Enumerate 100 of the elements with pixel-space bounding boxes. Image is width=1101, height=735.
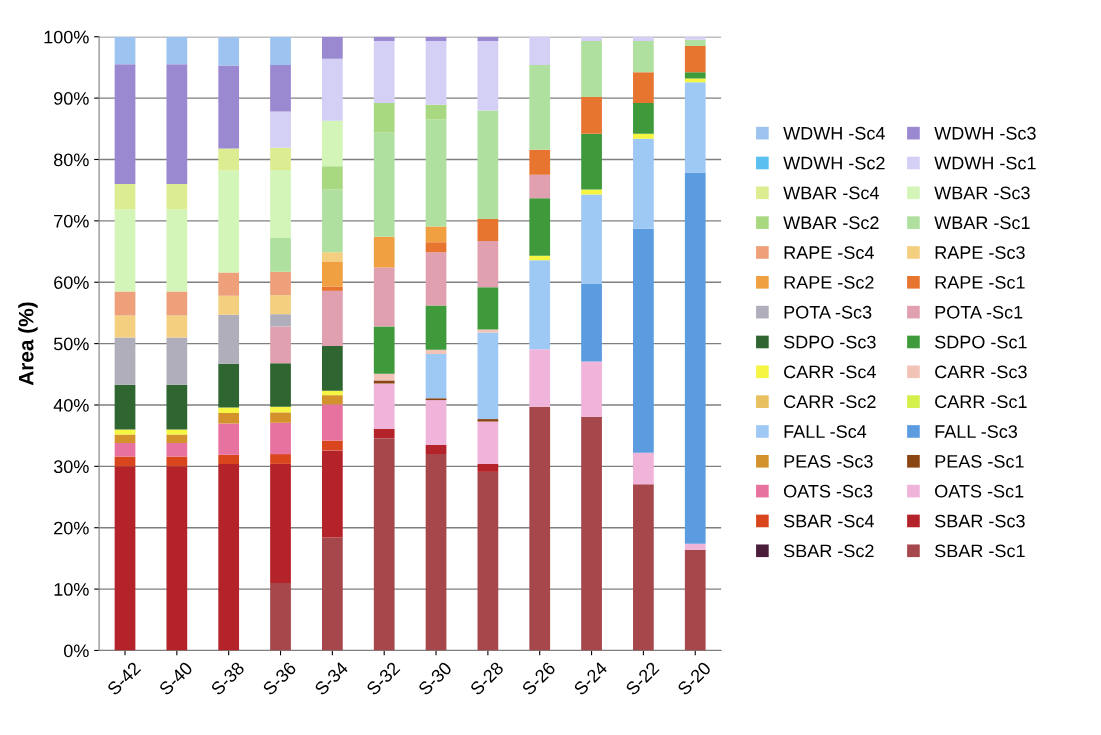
bar [114,64,136,185]
bar [166,209,188,292]
bar [218,170,240,273]
bar [270,326,291,364]
bar [218,423,240,455]
bar [477,219,499,242]
bar [218,463,240,651]
bar [218,37,240,66]
legend-label: WBAR -Sc2 [783,216,879,230]
bar [218,65,240,149]
bar [373,103,395,133]
bar [373,132,395,237]
bar [425,349,447,355]
bar [633,36,654,42]
bar [373,380,395,384]
bar [166,384,188,430]
bar [114,337,136,385]
y-tick-label: 100% [44,30,89,44]
bar [270,314,291,327]
bar [322,537,343,651]
bar [373,267,395,327]
bar [684,549,706,651]
legend-label: SBAR -Sc2 [783,544,874,558]
bar [114,466,136,651]
legend-label: WBAR -Sc1 [934,216,1030,230]
bar [114,384,136,430]
bar [322,346,343,391]
bar [322,261,343,287]
bar [684,36,706,40]
legend-label: CARR -Sc1 [935,395,1027,409]
bar [581,96,602,134]
bar [322,395,343,405]
legend-label: FALL -Sc3 [935,425,1018,438]
bar [477,110,499,220]
bar [270,412,291,423]
bar [425,104,447,120]
y-tick-label: 10% [54,583,89,596]
bar [529,36,551,65]
bar [633,452,654,485]
bar [477,41,499,111]
bar [218,407,240,413]
bar [114,443,136,457]
bar [270,406,291,413]
bar [322,120,343,167]
bar [373,36,395,42]
bar [373,428,395,439]
y-tick-label: 90% [54,92,89,105]
legend-label: PEAS -Sc3 [784,455,873,468]
bar [477,463,499,472]
legend-label: CARR -Sc4 [784,365,876,379]
bar [633,133,654,139]
bar [477,287,499,330]
legend-label: SBAR -Sc4 [783,514,874,528]
bar [270,582,291,651]
bar [633,103,654,134]
bar [425,36,447,42]
legend-label: WBAR -Sc4 [783,186,879,200]
bar [425,454,447,651]
bar [529,349,551,407]
bar [322,404,343,441]
bar [633,484,654,651]
legend-label: WDWH -Sc4 [783,126,885,140]
y-tick-label: 70% [54,214,89,228]
bar [529,406,551,651]
y-axis-title: Area (%) [18,302,38,386]
legend-label: WDWH -Sc1 [934,156,1036,170]
bar [270,463,291,583]
bar [477,241,499,288]
bar [218,314,240,364]
bar [684,82,706,173]
bar [425,400,447,445]
legend-label: WDWH -Sc2 [783,156,885,170]
bar [581,133,602,190]
bar [529,64,551,150]
bar [114,209,136,292]
bar [684,39,706,46]
y-tick-label: 40% [53,398,89,412]
bar [114,36,136,65]
bar [270,238,291,272]
bar [322,390,343,396]
bar [425,41,447,105]
bar [684,78,706,83]
legend-label: POTA -Sc3 [784,305,872,319]
legend-label: POTA -Sc1 [935,305,1023,319]
bar [166,315,188,338]
bar [322,252,343,262]
legend-label: SBAR -Sc1 [935,544,1025,558]
legend-label: SDPO -Sc1 [935,335,1027,349]
bar [166,64,188,185]
y-tick-label: 30% [53,460,89,474]
bar [581,36,602,42]
bar [270,454,291,464]
bar [425,252,447,306]
bar [322,189,343,253]
bar [425,305,447,350]
bar [477,471,499,651]
bar [166,456,188,467]
bar [425,354,447,399]
bar [270,295,291,315]
bar [114,434,136,444]
